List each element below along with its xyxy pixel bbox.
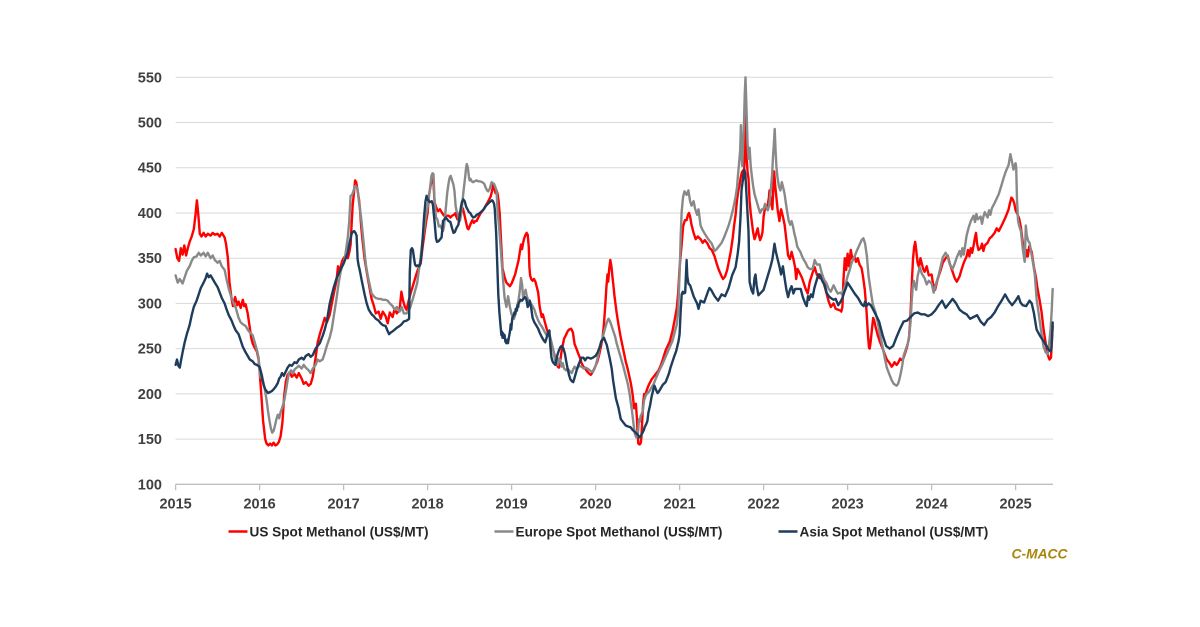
svg-text:2021: 2021 bbox=[663, 497, 695, 513]
svg-text:C-MACC: C-MACC bbox=[1012, 547, 1069, 562]
svg-text:2019: 2019 bbox=[495, 497, 527, 513]
svg-text:350: 350 bbox=[138, 251, 162, 267]
svg-text:2022: 2022 bbox=[747, 497, 779, 513]
svg-text:2018: 2018 bbox=[411, 497, 443, 513]
svg-text:2025: 2025 bbox=[999, 497, 1031, 513]
svg-text:550: 550 bbox=[138, 70, 162, 86]
svg-text:450: 450 bbox=[138, 161, 162, 177]
svg-text:400: 400 bbox=[138, 206, 162, 222]
svg-text:Europe Spot Methanol (US$/MT): Europe Spot Methanol (US$/MT) bbox=[516, 525, 723, 540]
svg-text:2016: 2016 bbox=[243, 497, 275, 513]
svg-text:300: 300 bbox=[138, 296, 162, 312]
svg-text:2024: 2024 bbox=[915, 497, 947, 513]
svg-text:2023: 2023 bbox=[831, 497, 863, 513]
svg-text:250: 250 bbox=[138, 342, 162, 358]
svg-text:150: 150 bbox=[138, 432, 162, 448]
svg-text:US Spot Methanol (US$/MT): US Spot Methanol (US$/MT) bbox=[250, 525, 429, 540]
svg-text:Asia Spot Methanol (US$/MT): Asia Spot Methanol (US$/MT) bbox=[800, 525, 989, 540]
svg-text:500: 500 bbox=[138, 116, 162, 132]
svg-text:2020: 2020 bbox=[579, 497, 611, 513]
svg-text:2017: 2017 bbox=[327, 497, 359, 513]
svg-text:100: 100 bbox=[138, 477, 162, 493]
svg-text:2015: 2015 bbox=[159, 497, 191, 513]
svg-text:200: 200 bbox=[138, 387, 162, 403]
